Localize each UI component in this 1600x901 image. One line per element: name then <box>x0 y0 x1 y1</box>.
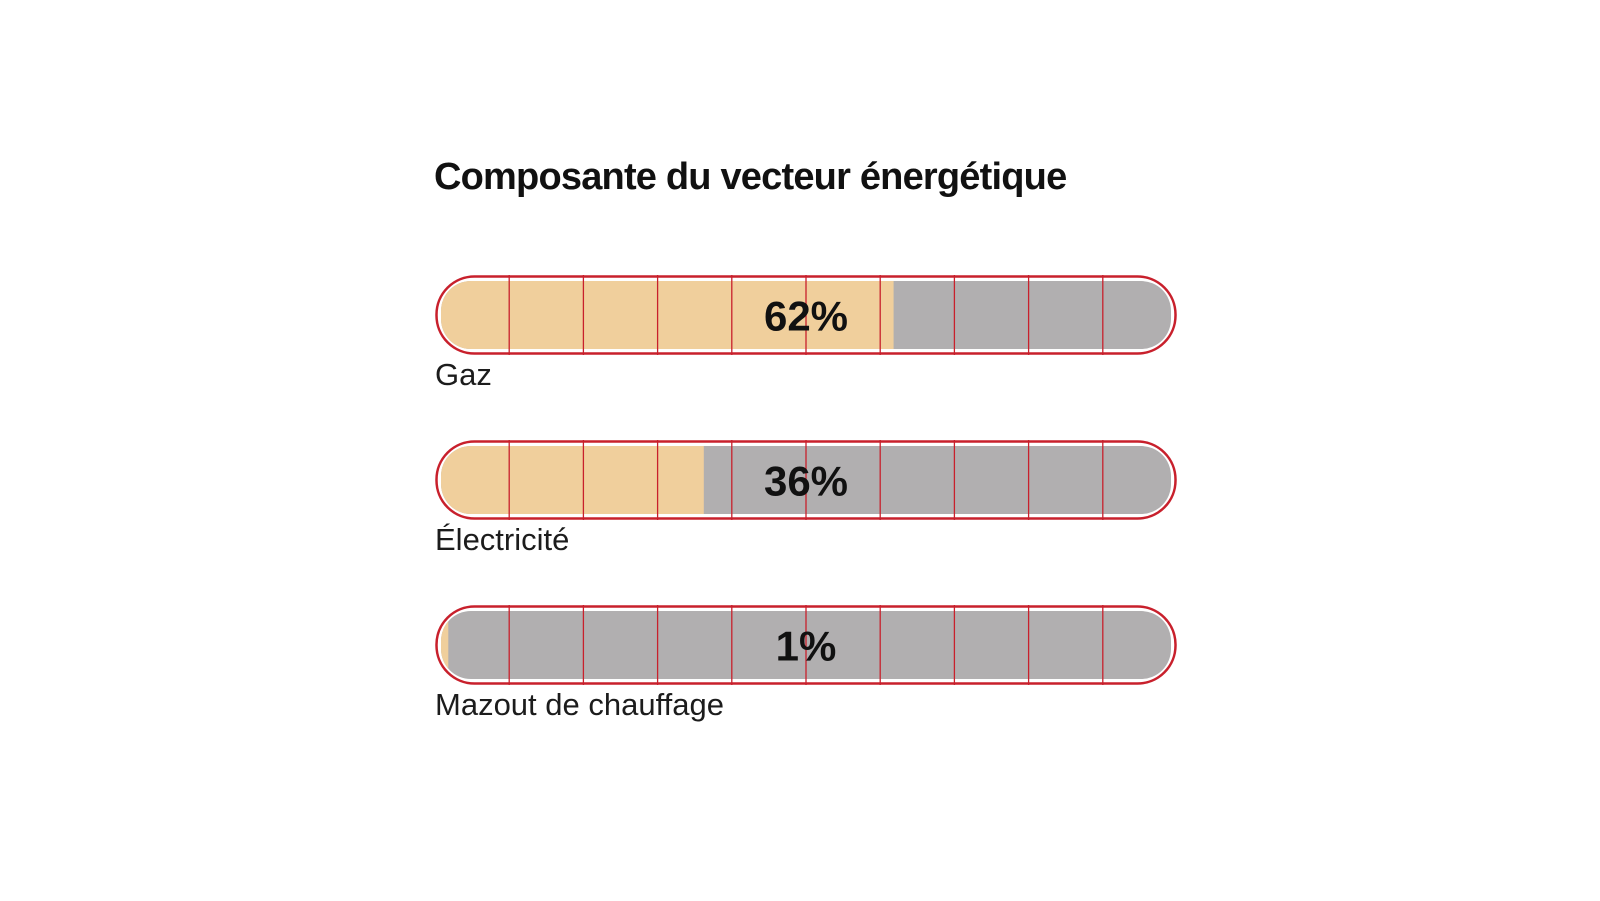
bar-fill <box>441 446 704 514</box>
bar-gridlines <box>508 275 1104 355</box>
category-label: Gaz <box>435 357 492 392</box>
bar-gridlines <box>508 440 1104 520</box>
bar-gridlines <box>508 605 1104 685</box>
bar-row: 62% Gaz <box>435 275 1177 393</box>
bar-graphic: 1% <box>435 605 1177 685</box>
category-label: Électricité <box>435 522 570 557</box>
bar-graphic: 62% <box>435 275 1177 355</box>
bar-row: 36% Électricité <box>435 440 1177 558</box>
category-label: Mazout de chauffage <box>435 687 724 722</box>
bar-fill <box>441 611 449 679</box>
chart-title: Composante du vecteur énergétique <box>434 156 1067 198</box>
value-label: 1% <box>776 623 837 670</box>
bar-fill <box>441 281 894 349</box>
value-label: 36% <box>764 458 848 505</box>
value-label: 62% <box>764 293 848 340</box>
bar-row: 1% Mazout de chauffage <box>435 605 1177 723</box>
bar-graphic: 36% <box>435 440 1177 520</box>
